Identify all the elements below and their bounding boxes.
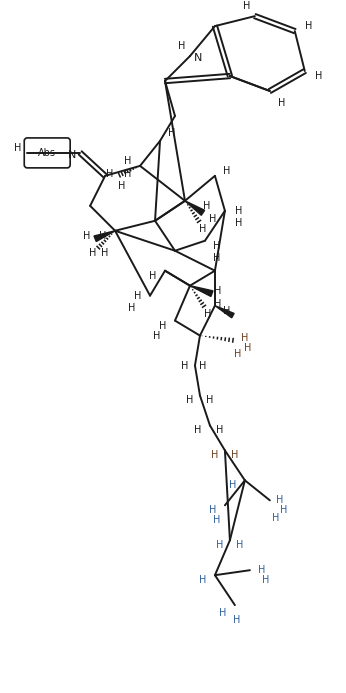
Text: H: H bbox=[125, 169, 132, 179]
Text: H: H bbox=[262, 575, 270, 585]
Text: H: H bbox=[199, 360, 207, 371]
Text: H: H bbox=[107, 169, 114, 179]
Text: H: H bbox=[315, 71, 322, 81]
Text: Abs: Abs bbox=[38, 148, 56, 158]
Text: H: H bbox=[199, 224, 207, 234]
Text: H: H bbox=[305, 21, 312, 31]
Text: H: H bbox=[233, 615, 240, 625]
Text: H: H bbox=[118, 181, 126, 191]
Text: H: H bbox=[213, 516, 221, 525]
Text: H: H bbox=[206, 396, 213, 405]
Text: H: H bbox=[101, 247, 109, 258]
Text: H: H bbox=[229, 480, 237, 491]
Text: H: H bbox=[203, 201, 211, 211]
Text: H: H bbox=[214, 299, 221, 308]
Text: H: H bbox=[204, 308, 212, 319]
Text: H: H bbox=[153, 331, 161, 340]
Text: H: H bbox=[219, 608, 227, 618]
Text: H: H bbox=[149, 271, 157, 281]
Text: H: H bbox=[213, 240, 221, 251]
Text: H: H bbox=[186, 396, 194, 405]
Text: H: H bbox=[214, 286, 221, 296]
Text: H: H bbox=[235, 206, 243, 216]
Text: H: H bbox=[280, 505, 288, 516]
Text: H: H bbox=[244, 342, 252, 353]
Text: H: H bbox=[276, 495, 283, 505]
Text: H: H bbox=[178, 41, 186, 51]
Text: H: H bbox=[231, 450, 239, 460]
Text: H: H bbox=[234, 349, 242, 358]
Text: H: H bbox=[194, 426, 202, 435]
Text: H: H bbox=[83, 231, 91, 240]
Text: H: H bbox=[236, 541, 244, 550]
Text: H: H bbox=[216, 426, 224, 435]
FancyBboxPatch shape bbox=[24, 138, 70, 168]
Text: H: H bbox=[181, 360, 189, 371]
Text: H: H bbox=[258, 565, 265, 575]
Text: H: H bbox=[134, 290, 142, 301]
Text: H: H bbox=[241, 333, 248, 342]
Polygon shape bbox=[215, 306, 234, 318]
Text: H: H bbox=[159, 321, 167, 331]
Text: H: H bbox=[223, 306, 230, 315]
Polygon shape bbox=[190, 286, 213, 297]
Text: H: H bbox=[278, 98, 285, 108]
Text: H: H bbox=[168, 128, 176, 138]
Text: H: H bbox=[209, 505, 217, 516]
Text: H: H bbox=[211, 450, 219, 460]
Text: H: H bbox=[99, 231, 107, 240]
Text: H: H bbox=[90, 247, 97, 258]
Text: H: H bbox=[223, 166, 230, 176]
Polygon shape bbox=[185, 201, 204, 216]
Text: H: H bbox=[213, 253, 221, 263]
Text: N: N bbox=[68, 150, 76, 160]
Text: H: H bbox=[272, 514, 280, 523]
Text: H: H bbox=[13, 143, 21, 153]
Text: H: H bbox=[235, 218, 243, 228]
Text: H: H bbox=[128, 303, 136, 313]
Text: H: H bbox=[125, 156, 132, 166]
Text: N: N bbox=[194, 53, 202, 63]
Text: H: H bbox=[216, 541, 224, 550]
Text: H: H bbox=[209, 213, 217, 224]
Text: H: H bbox=[243, 1, 251, 11]
Polygon shape bbox=[94, 231, 115, 242]
Text: H: H bbox=[199, 575, 207, 585]
